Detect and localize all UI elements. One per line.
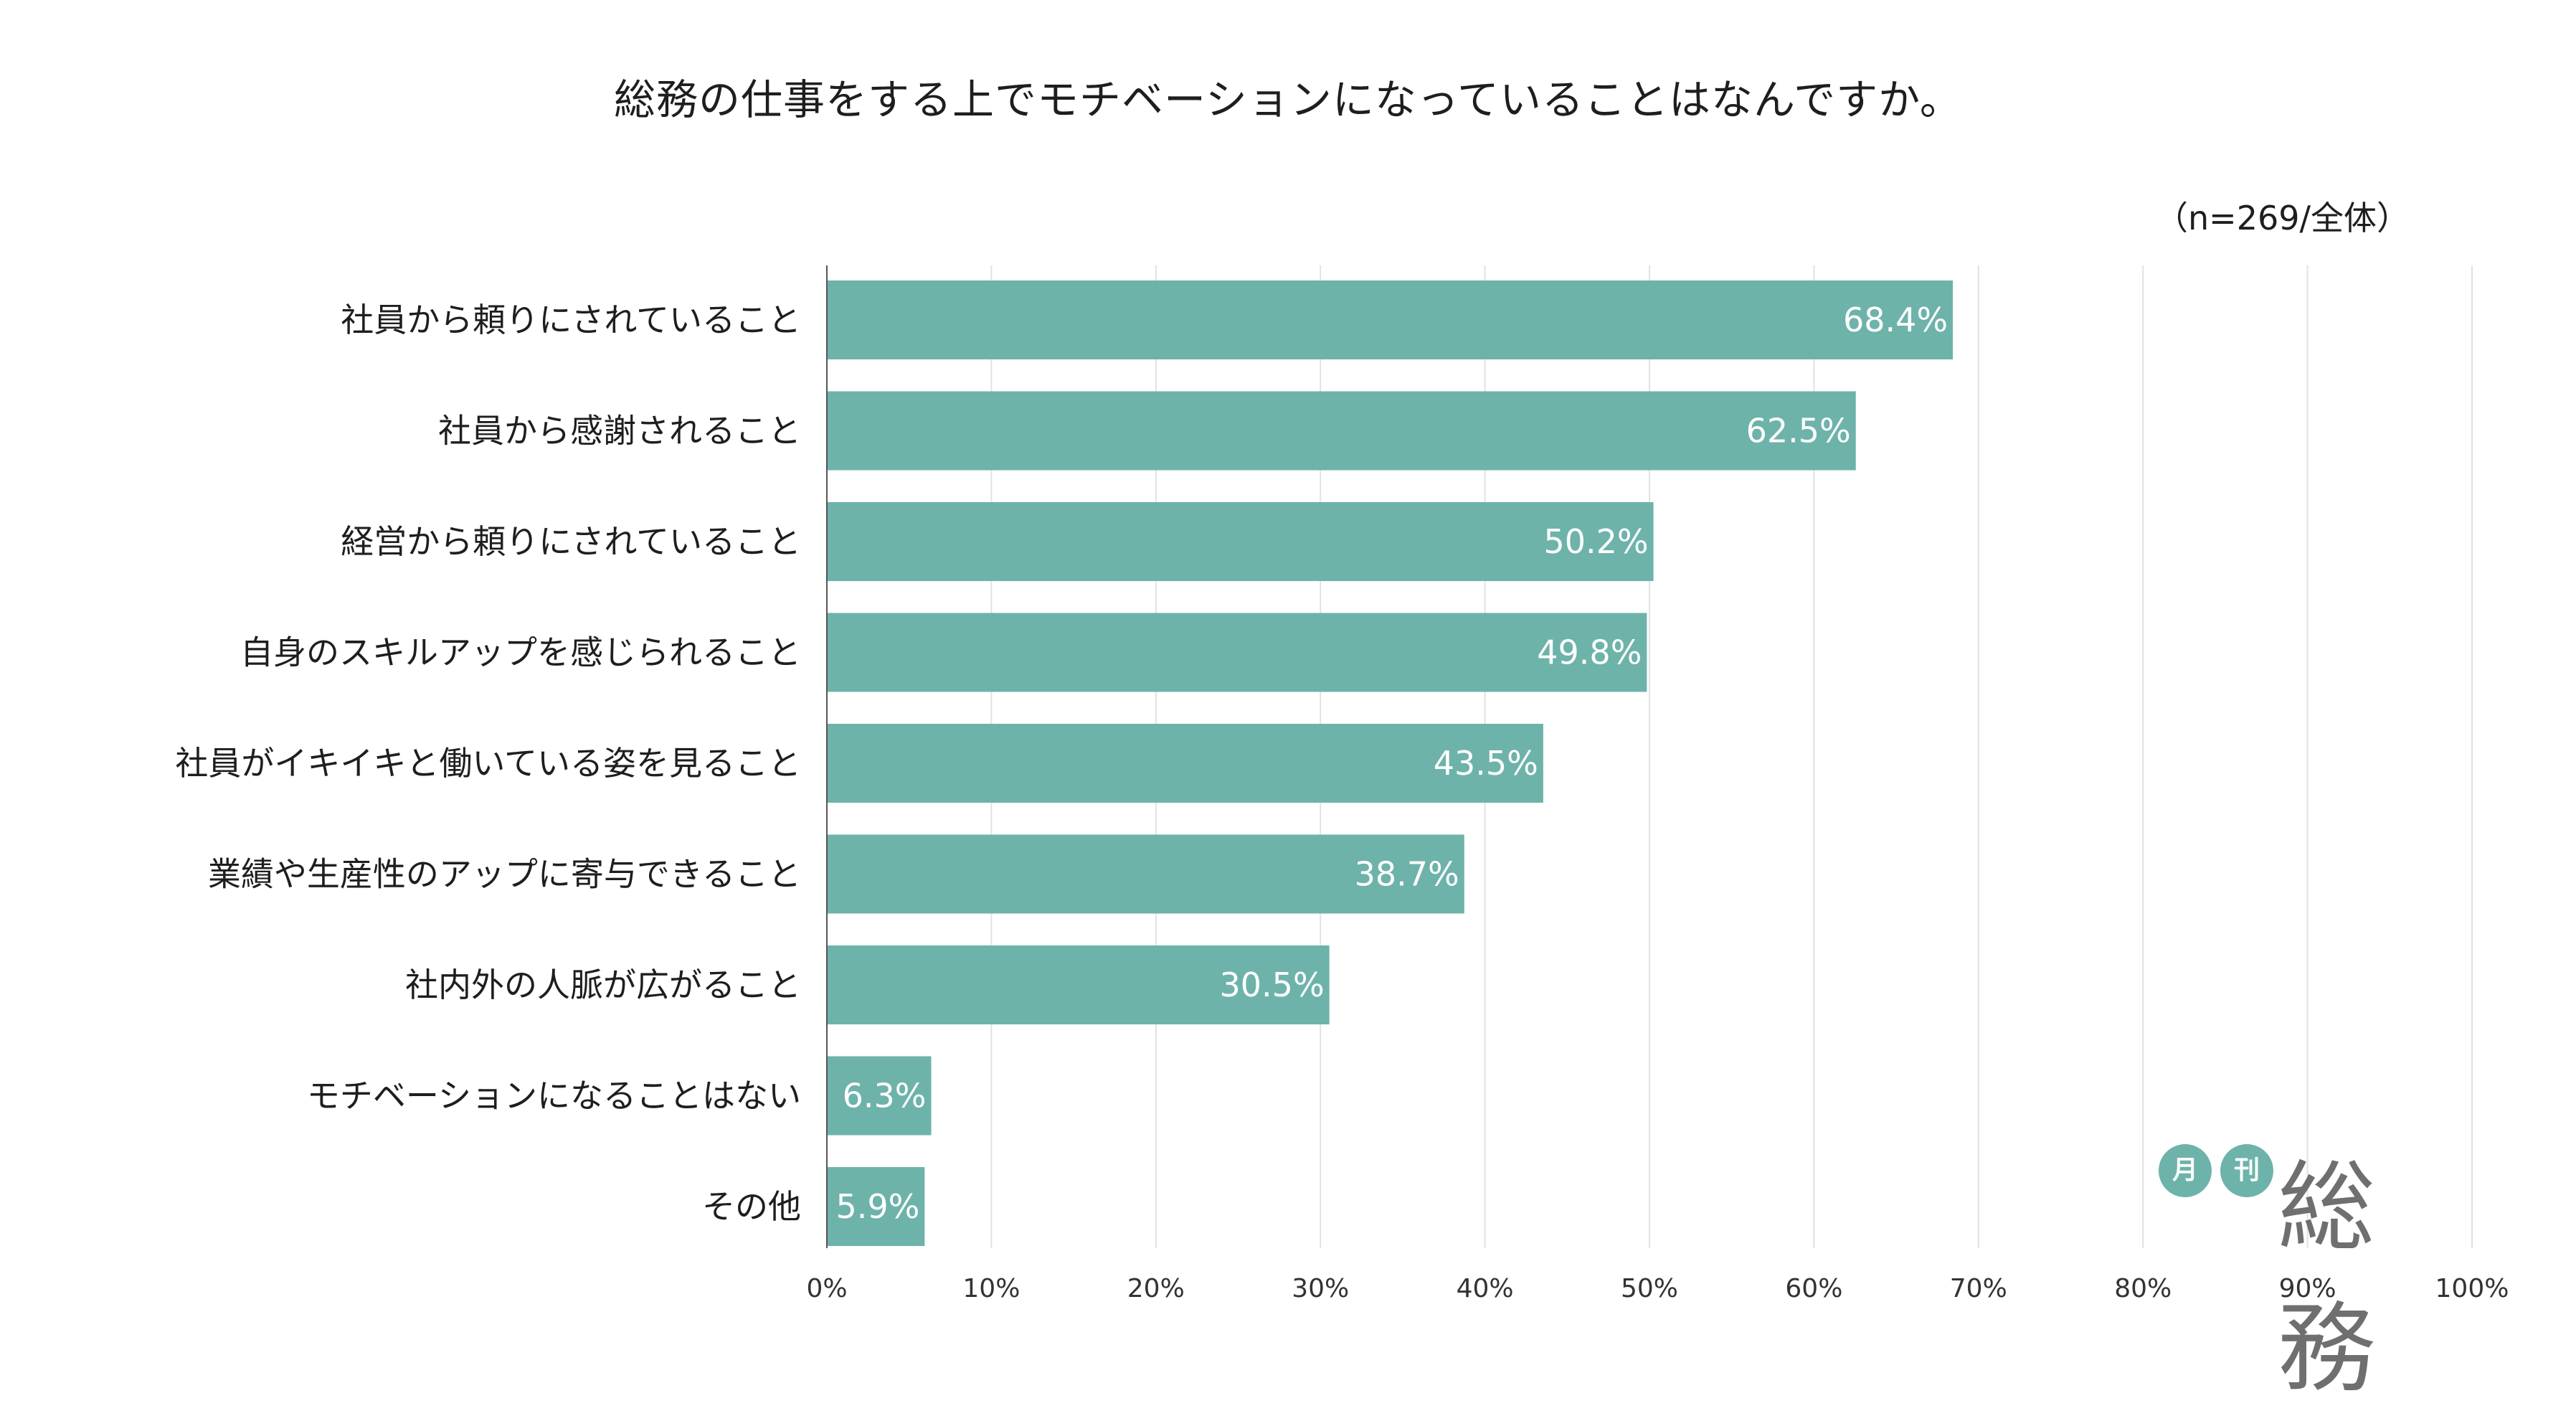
bar-value-label: 62.5% [1746, 412, 1851, 450]
bar-value-label: 68.4% [1843, 301, 1948, 339]
x-tick-label: 90% [2279, 1274, 2336, 1303]
bar [828, 1056, 932, 1136]
category-label: モチベーションになることはない [307, 1077, 801, 1115]
x-tick-label: 10% [962, 1274, 1020, 1303]
bar [828, 502, 1654, 581]
category-label: 社員がイキイキと働いている姿を見ること [175, 744, 801, 783]
x-tick-label: 100% [2435, 1274, 2509, 1303]
category-label: その他 [702, 1187, 801, 1226]
bar-value-label: 5.9% [835, 1187, 919, 1226]
bar-value-label: 6.3% [843, 1077, 927, 1115]
gekkan-soumu-logo: 月 刊 総務 [2159, 1123, 2445, 1406]
logo-badge-publication: 刊 [2220, 1144, 2273, 1197]
category-label: 業績や生産性のアップに寄与できること [208, 855, 801, 894]
bar-value-label: 50.2% [1543, 522, 1648, 561]
x-tick-label: 20% [1127, 1274, 1185, 1303]
bar-value-label: 49.8% [1537, 633, 1642, 672]
bar [828, 280, 1954, 359]
bar-value-label: 43.5% [1434, 744, 1538, 783]
bar [828, 613, 1647, 692]
category-labels: 社員から頼りにされていること社員から感謝されること経営から頼りにされていること自… [175, 301, 801, 1226]
x-tick-label: 0% [806, 1274, 847, 1303]
bar [828, 945, 1330, 1024]
bar-value-label: 38.7% [1355, 855, 1459, 894]
category-label: 社内外の人脈が広がること [405, 966, 801, 1004]
x-tick-label: 50% [1621, 1274, 1678, 1303]
bar [828, 391, 1856, 471]
category-label: 社員から感謝されること [438, 412, 801, 450]
chart-title: 総務の仕事をする上でモチベーションになっていることはなんですか。 [614, 75, 1962, 124]
logo-badge-month: 月 [2159, 1144, 2212, 1197]
x-tick-label: 80% [2114, 1274, 2172, 1303]
bar [828, 724, 1543, 803]
x-tick-label: 60% [1785, 1274, 1842, 1303]
category-label: 自身のスキルアップを感じられること [240, 633, 801, 672]
x-tick-labels: 0% 10% 20% 30% 40% 50% 60% 70% 80% 90% 100% [806, 1274, 2509, 1303]
bar [828, 1167, 925, 1246]
bar-value-label: 30.5% [1220, 966, 1325, 1004]
sample-size-note: （n=269/全体） [2155, 199, 2410, 237]
category-label: 経営から頼りにされていること [341, 522, 801, 561]
bar [828, 834, 1464, 914]
category-label: 社員から頼りにされていること [341, 301, 801, 339]
x-tick-label: 30% [1292, 1274, 1349, 1303]
bar-chart: 68.4% 62.5% 50.2% 49.8% 43.5% 38.7% 30.5% 6.3% 5… [175, 265, 2509, 1303]
x-tick-label: 70% [1950, 1274, 2007, 1303]
x-tick-label: 40% [1457, 1274, 1514, 1303]
bars: 68.4% 62.5% 50.2% 49.8% 43.5% 38.7% 30.5% 6.3% 5… [828, 280, 1954, 1246]
